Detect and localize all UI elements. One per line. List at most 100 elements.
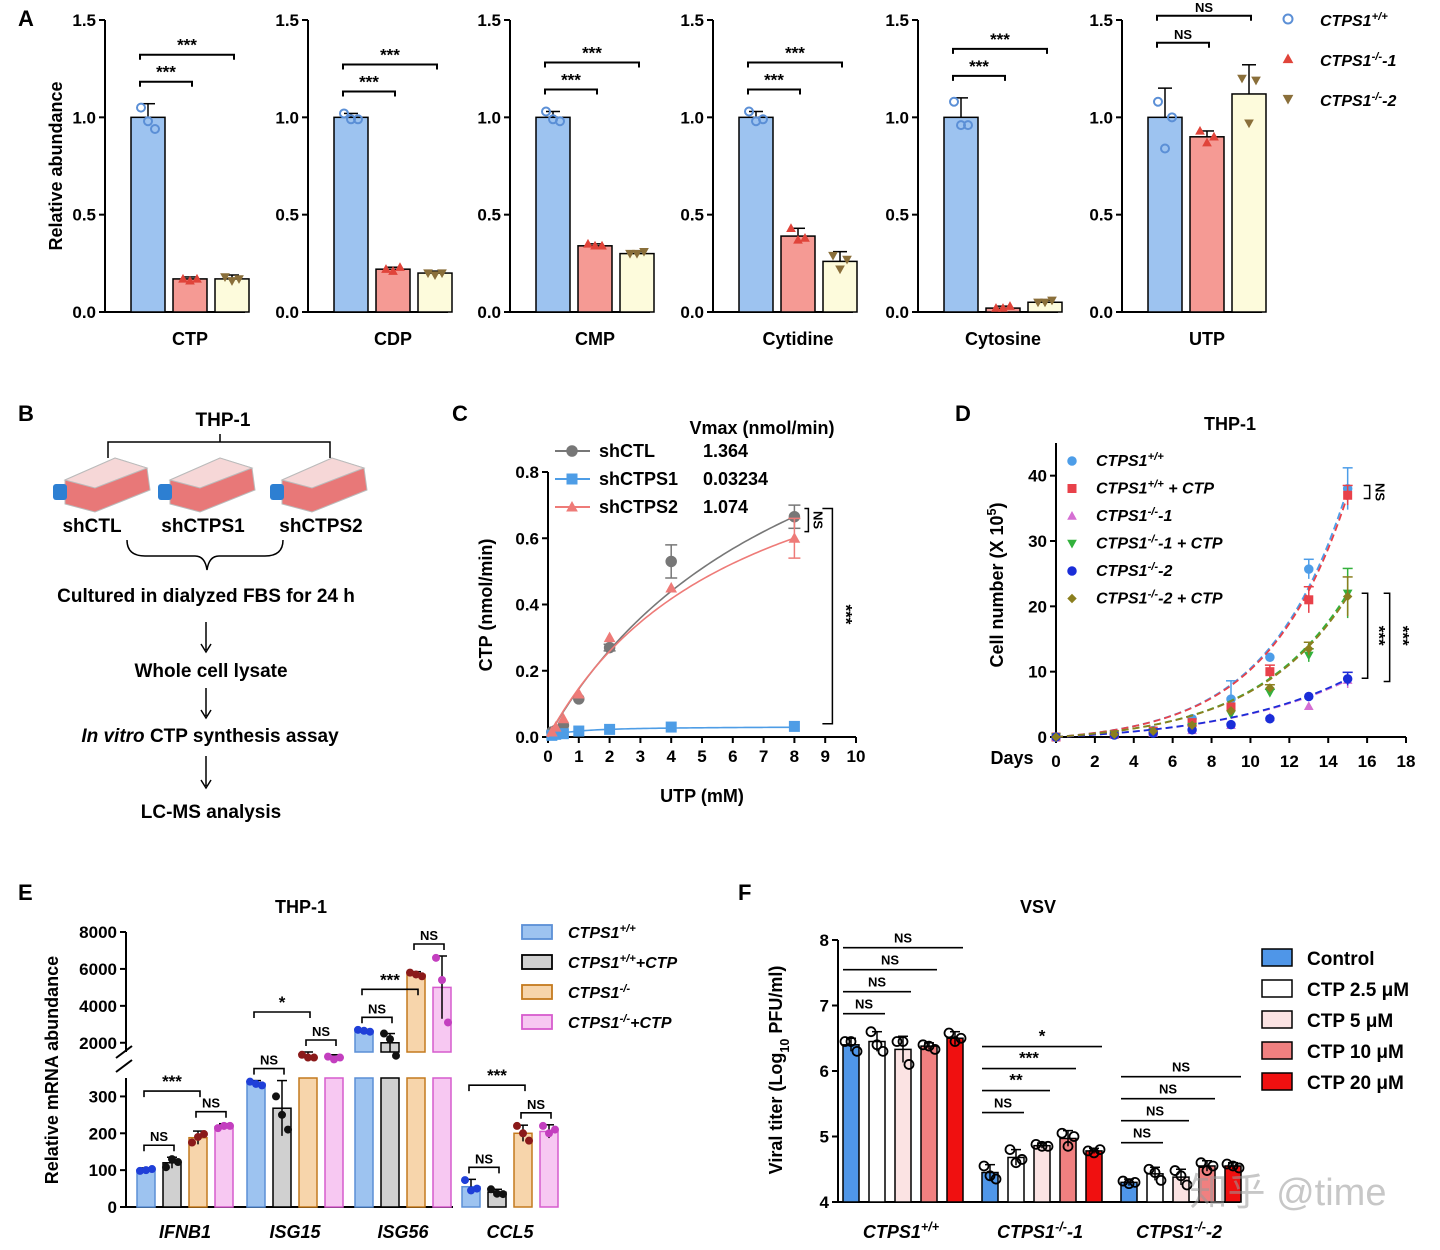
legend-label: CTP 20 μM: [1307, 1073, 1404, 1094]
significance-bracket: [413, 943, 445, 950]
data-point: [354, 1025, 362, 1034]
bar: [842, 1044, 860, 1203]
significance-bracket: [822, 507, 834, 725]
data-point: [1005, 301, 1015, 310]
data-point: [955, 1032, 967, 1044]
significance-label: ***: [561, 70, 581, 89]
significance-label: NS: [420, 928, 438, 943]
significance-bracket: [143, 1144, 175, 1152]
y-tick-label: 100: [89, 1161, 117, 1180]
data-point: [423, 269, 433, 279]
y-tick-label: 200: [89, 1124, 117, 1143]
data-point: [1265, 667, 1275, 677]
data-point: [467, 1186, 475, 1195]
significance-bracket: [468, 1166, 500, 1174]
data-point: [220, 1121, 228, 1130]
data-point: [793, 234, 803, 244]
data-point: [1047, 296, 1057, 306]
data-point: [1068, 1131, 1080, 1142]
data-point: [381, 264, 391, 273]
data-point: [665, 721, 677, 733]
data-point: [178, 273, 188, 283]
flow-step-lcms: LC-MS analysis: [141, 802, 281, 823]
y-tick-label: 0.5: [275, 206, 299, 225]
significance-label: NS: [868, 975, 886, 990]
series-shctps2: shCTPS2 1.074: [546, 497, 801, 738]
significance-label: NS: [1373, 483, 1388, 501]
legend-header: Vmax (nmol/min): [689, 418, 834, 438]
significance-bracket: [361, 1016, 393, 1024]
bar: [1085, 1150, 1103, 1203]
bar: [130, 116, 166, 313]
fit-curve: [1055, 596, 1349, 738]
data-point: [284, 1125, 292, 1134]
significance-label: NS: [855, 997, 873, 1012]
data-point: [1109, 729, 1120, 740]
y-tick-label: 0.0: [515, 728, 539, 747]
data-point: [1062, 1140, 1074, 1152]
significance-label: NS: [1159, 1082, 1177, 1097]
significance-bracket: [804, 507, 810, 533]
legend-label: CTPS1-/--1: [1320, 51, 1396, 70]
bar: [214, 1125, 234, 1208]
significance-bracket: [747, 61, 843, 68]
data-point: [572, 687, 585, 699]
bar: [619, 252, 655, 313]
legend-label: CTPS1-/--2: [1096, 561, 1172, 580]
x-tick-label: 0: [1051, 752, 1060, 771]
x-tick-label: 6: [1168, 752, 1177, 771]
x-tick-label: 18: [1397, 752, 1416, 771]
axis-break: [115, 1059, 133, 1073]
significance-label: ***: [764, 70, 784, 89]
data-point: [877, 1045, 889, 1057]
data-point: [991, 303, 1001, 312]
x-category-label: CDP: [374, 329, 412, 349]
data-point: [438, 976, 446, 984]
data-point: [304, 1053, 312, 1062]
data-point: [1304, 691, 1314, 702]
data-point: [148, 1165, 156, 1174]
bar: [333, 116, 369, 313]
legend-vmax: 0.03234: [703, 469, 768, 489]
chart-title: VSV: [1020, 897, 1056, 917]
x-tick-label: 8: [790, 747, 799, 766]
data-point: [168, 1155, 176, 1164]
data-point: [392, 1051, 400, 1060]
x-tick-label: 8: [1207, 752, 1216, 771]
panel-a-group-cmp: 0.0 0.5 1.0 1.5 CMP ******: [477, 11, 655, 349]
legend-label: CTP 5 μM: [1307, 1011, 1393, 1032]
data-point: [1265, 683, 1275, 693]
data-point: [1303, 701, 1314, 710]
significance-bracket: [1156, 14, 1252, 21]
legend-marker: [1282, 94, 1294, 105]
significance-bracket: [143, 1090, 201, 1098]
significance-label: ***: [1370, 626, 1389, 646]
bar: [780, 235, 816, 313]
fit-curve: [1055, 678, 1349, 738]
legend-swatch: [1261, 948, 1293, 967]
significance-label: NS: [1133, 1126, 1151, 1141]
y-tick-label: 1.5: [477, 11, 501, 30]
legend-marker: [566, 445, 578, 457]
data-point: [1187, 720, 1197, 730]
data-point: [891, 1036, 903, 1047]
data-point: [923, 1040, 935, 1052]
flow-step-lysate: Whole cell lysate: [134, 661, 287, 682]
data-point: [871, 1039, 883, 1051]
significance-label: NS: [1146, 1104, 1164, 1119]
x-tick-label: 2: [1090, 752, 1099, 771]
legend-label: CTP 2.5 μM: [1307, 980, 1409, 1001]
data-point: [1143, 1163, 1155, 1175]
significance-label: NS: [1174, 27, 1192, 42]
y-tick-label: 4: [820, 1193, 830, 1212]
bar-upper: [406, 973, 426, 1053]
x-category-label: CTP: [172, 329, 208, 349]
chart-title: THP-1: [1204, 414, 1256, 434]
fit-curve: [1055, 494, 1349, 738]
y-tick-label: 0.5: [680, 206, 704, 225]
data-point: [1251, 76, 1261, 86]
data-point: [200, 1130, 208, 1139]
data-point: [395, 262, 405, 271]
group-2: CTPS1-/--2 NS NS NS NS: [1117, 1060, 1245, 1242]
data-point: [632, 249, 642, 259]
